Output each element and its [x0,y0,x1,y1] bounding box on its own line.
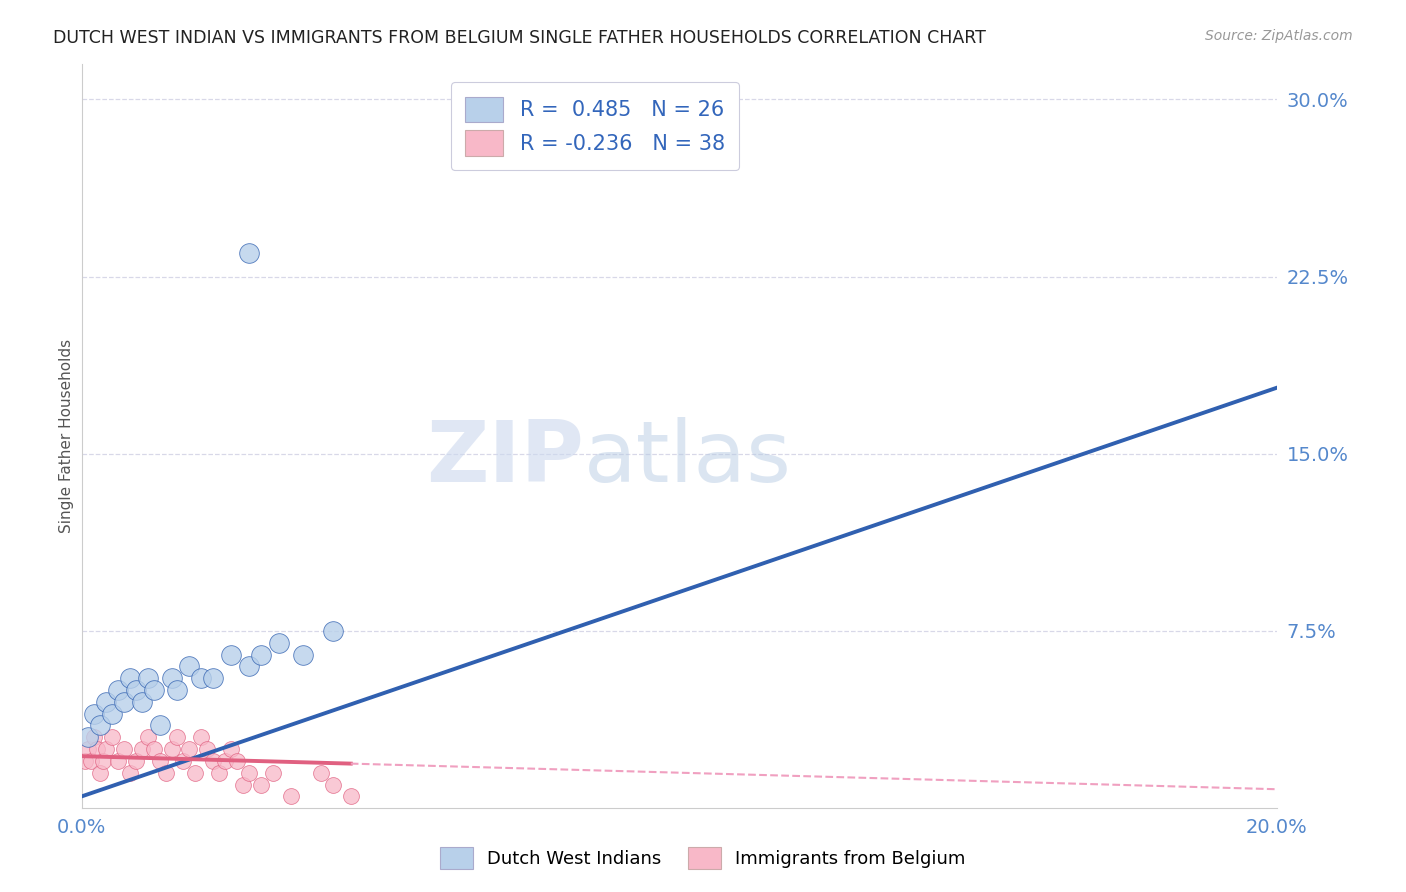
Text: Source: ZipAtlas.com: Source: ZipAtlas.com [1205,29,1353,43]
Point [107,683,129,698]
Point [322,778,344,792]
Point [250,648,273,662]
Point [107,754,129,768]
Point [219,742,242,756]
Point [118,765,141,780]
Point [100,706,122,721]
Legend: Dutch West Indians, Immigrants from Belgium: Dutch West Indians, Immigrants from Belg… [432,838,974,879]
Point [309,765,332,780]
Point [232,778,254,792]
Point [83,731,105,745]
Point [219,648,242,662]
Point [142,742,165,756]
Point [112,695,135,709]
Y-axis label: Single Father Households: Single Father Households [59,339,73,533]
Point [131,742,153,756]
Point [148,754,170,768]
Point [190,731,212,745]
Point [238,765,260,780]
Point [124,754,146,768]
Point [322,624,344,638]
Point [136,731,159,745]
Point [124,683,146,698]
Point [136,671,159,685]
Point [89,765,111,780]
Point [202,754,225,768]
Point [148,718,170,732]
Point [339,789,361,804]
Point [179,742,201,756]
Point [91,754,114,768]
Point [155,765,177,780]
Point [118,671,141,685]
Point [190,671,212,685]
Point [100,731,122,745]
Legend: R =  0.485   N = 26, R = -0.236   N = 38: R = 0.485 N = 26, R = -0.236 N = 38 [451,82,740,170]
Point [131,695,153,709]
Point [179,659,201,673]
Point [291,648,314,662]
Point [160,742,183,756]
Point [76,742,98,756]
Point [83,706,105,721]
Point [172,754,194,768]
Point [112,742,135,756]
Point [142,683,165,698]
Point [208,765,231,780]
Point [76,731,98,745]
Point [267,636,290,650]
Point [160,671,183,685]
Point [638,104,661,119]
Point [214,754,236,768]
Point [166,731,188,745]
Point [195,742,218,756]
Point [238,246,260,260]
Point [86,742,108,756]
Point [280,789,302,804]
Text: atlas: atlas [583,417,792,500]
Point [250,778,273,792]
Point [80,754,103,768]
Text: DUTCH WEST INDIAN VS IMMIGRANTS FROM BELGIUM SINGLE FATHER HOUSEHOLDS CORRELATIO: DUTCH WEST INDIAN VS IMMIGRANTS FROM BEL… [53,29,986,46]
Point [94,695,117,709]
Point [73,754,96,768]
Point [89,718,111,732]
Point [238,659,260,673]
Text: ZIP: ZIP [426,417,583,500]
Point [262,765,284,780]
Point [202,671,225,685]
Point [94,742,117,756]
Point [166,683,188,698]
Point [226,754,249,768]
Point [184,765,207,780]
